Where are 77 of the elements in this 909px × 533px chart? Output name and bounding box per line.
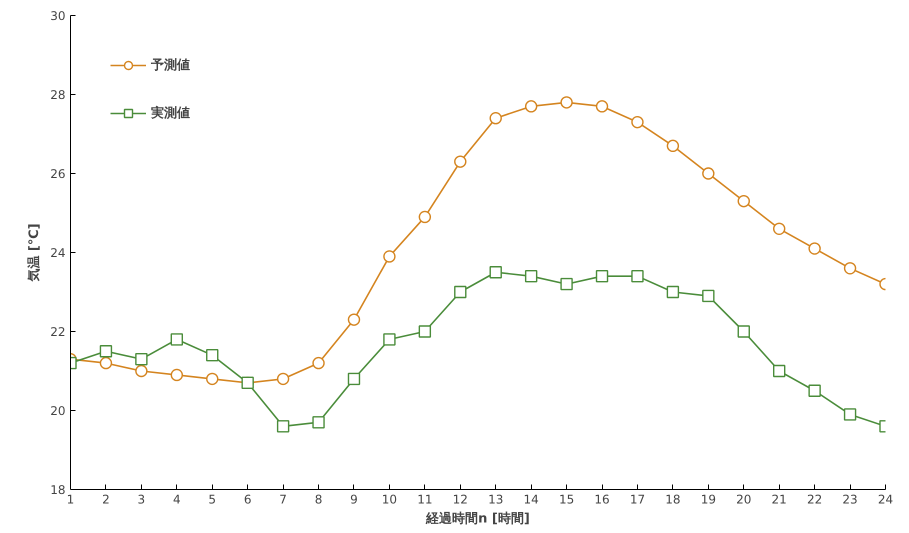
x-tick-label: 23 bbox=[842, 492, 858, 506]
point bbox=[666, 286, 680, 298]
point bbox=[383, 250, 396, 263]
point bbox=[135, 352, 148, 366]
point bbox=[844, 408, 856, 421]
point bbox=[206, 372, 218, 386]
point bbox=[772, 364, 786, 378]
point bbox=[454, 155, 466, 168]
point bbox=[383, 333, 396, 346]
point bbox=[135, 364, 148, 378]
y-tick-label: 26 bbox=[50, 167, 66, 181]
x-tick-label: 1 bbox=[66, 492, 74, 506]
x-tick-label: 10 bbox=[382, 492, 398, 506]
x-tick-label: 20 bbox=[736, 492, 752, 506]
point bbox=[631, 270, 644, 282]
point bbox=[418, 325, 432, 338]
x-tick-label: 9 bbox=[350, 492, 358, 506]
point bbox=[100, 356, 112, 370]
point bbox=[738, 325, 750, 338]
y-tick-label: 28 bbox=[50, 88, 66, 102]
point bbox=[312, 416, 325, 429]
y-tick-label: 30 bbox=[50, 9, 66, 23]
x-tick-label: 16 bbox=[594, 492, 610, 506]
point bbox=[844, 262, 856, 274]
point bbox=[702, 290, 715, 302]
y-tick-label: 22 bbox=[50, 325, 66, 339]
x-tick-label: 22 bbox=[806, 492, 822, 506]
legend-label: 実測値 bbox=[151, 104, 190, 122]
point bbox=[170, 333, 184, 346]
x-tick-label: 17 bbox=[630, 492, 646, 506]
point bbox=[276, 420, 290, 432]
point bbox=[418, 210, 432, 224]
point bbox=[524, 270, 538, 282]
point bbox=[524, 100, 538, 113]
legend-label: 予測値 bbox=[151, 57, 190, 74]
point bbox=[808, 242, 821, 255]
x-tick-label: 21 bbox=[772, 492, 787, 506]
point bbox=[490, 112, 502, 124]
point bbox=[596, 100, 608, 113]
point bbox=[560, 278, 573, 290]
y-tick-label: 18 bbox=[50, 483, 66, 497]
x-tick-label: 2 bbox=[102, 492, 110, 506]
y-tick-label: 24 bbox=[50, 246, 66, 260]
point bbox=[276, 372, 290, 386]
point bbox=[348, 372, 360, 386]
x-tick-label: 13 bbox=[488, 492, 504, 506]
point bbox=[738, 194, 750, 208]
x-tick-label: 8 bbox=[314, 492, 322, 506]
point bbox=[808, 384, 821, 397]
point bbox=[596, 270, 608, 282]
x-tick-label: 15 bbox=[558, 492, 574, 506]
point bbox=[772, 222, 786, 235]
x-tick-label: 3 bbox=[138, 492, 146, 506]
x-tick-label: 5 bbox=[208, 492, 216, 506]
x-tick-label: 11 bbox=[417, 492, 432, 506]
x-axis-title: 経過時間n [時間] bbox=[425, 512, 530, 526]
point bbox=[100, 345, 112, 358]
point bbox=[666, 140, 680, 152]
x-tick-label: 19 bbox=[700, 492, 716, 506]
point bbox=[312, 356, 325, 370]
x-tick-label: 6 bbox=[244, 492, 252, 506]
point bbox=[631, 116, 644, 128]
point bbox=[454, 286, 466, 298]
x-tick-label: 12 bbox=[452, 492, 468, 506]
x-tick-label: 7 bbox=[279, 492, 287, 506]
y-tick-label: 20 bbox=[50, 404, 66, 418]
point bbox=[348, 313, 360, 326]
x-tick-label: 4 bbox=[172, 492, 181, 506]
point bbox=[560, 96, 573, 109]
point bbox=[170, 368, 184, 382]
point bbox=[206, 349, 218, 362]
x-tick-label: 18 bbox=[665, 492, 681, 506]
x-tick-label: 24 bbox=[878, 492, 894, 506]
point bbox=[490, 266, 502, 278]
y-axis-title: 気温 [℃] bbox=[27, 223, 42, 283]
x-tick-label: 14 bbox=[524, 492, 539, 506]
point bbox=[702, 167, 715, 180]
